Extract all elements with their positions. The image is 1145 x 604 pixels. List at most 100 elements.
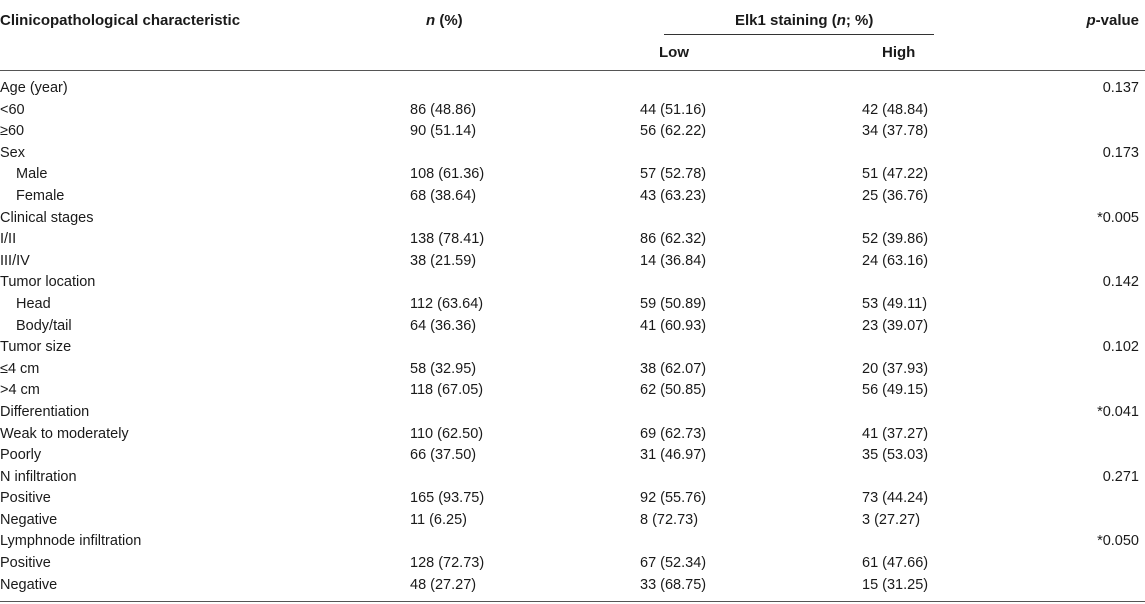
header-p-italic: p [1086,12,1096,29]
row-label: Negative [0,576,58,593]
header-elk-pre: Elk1 staining ( [735,12,837,29]
row-label: III/IV [0,252,30,269]
cell-n-percent: 90 (51.14) [410,123,477,140]
cell-n-percent: 58 (32.95) [410,360,477,377]
cell-p-value: *0.050 [1097,533,1139,550]
row-label: Body/tail [16,317,72,334]
header-p-suffix: -value [1095,12,1139,29]
cell-high: 24 (63.16) [862,252,929,269]
table-row: ≤4 cm 58 (32.95) 38 (62.07) 20 (37.93) [0,359,1145,381]
cell-low: 62 (50.85) [640,382,707,399]
cell-low: 43 (63.23) [640,187,707,204]
row-label: Tumor size [0,339,72,356]
cell-n-percent: 128 (72.73) [410,555,485,572]
cell-high: 35 (53.03) [862,447,929,464]
row-label: <60 [0,101,25,118]
table-row: Negative 11 (6.25) 8 (72.73) 3 (27.27) [0,510,1145,532]
table-row: Weak to moderately 110 (62.50) 69 (62.73) 4… [0,424,1145,446]
table-row: Male 108 (61.36) 57 (52.78) 51 (47.22) [0,164,1145,186]
cell-high: 34 (37.78) [862,123,929,140]
table-row: I/II 138 (78.41) 86 (62.32) 52 (39.86) [0,229,1145,251]
cell-n-percent: 68 (38.64) [410,187,477,204]
row-label: Positive [0,490,51,507]
cell-high: 51 (47.22) [862,166,929,183]
cell-n-percent: 48 (27.27) [410,576,477,593]
row-label: ≤4 cm [0,360,40,377]
cell-low: 67 (52.34) [640,555,707,572]
cell-n-percent: 64 (36.36) [410,317,477,334]
cell-low: 56 (62.22) [640,123,707,140]
cell-high: 20 (37.93) [862,360,929,377]
cell-low: 31 (46.97) [640,447,707,464]
row-label: Tumor location [0,274,96,291]
table-row: Differentiation *0.041 [0,402,1145,424]
cell-low: 69 (62.73) [640,425,707,442]
cell-p-value: *0.005 [1097,209,1139,226]
header-elk-post: ; %) [845,12,874,29]
cell-n-percent: 118 (67.05) [410,382,484,399]
cell-low: 44 (51.16) [640,101,707,118]
cell-p-value: *0.041 [1097,403,1139,420]
table-row: Positive 165 (93.75) 92 (55.76) 73 (44.24) [0,488,1145,510]
table-row: III/IV 38 (21.59) 14 (36.84) 24 (63.16) [0,251,1145,273]
cell-low: 8 (72.73) [640,511,699,528]
table-row: ≥60 90 (51.14) 56 (62.22) 34 (37.78) [0,121,1145,143]
table-row: N infiltration 0.271 [0,467,1145,489]
cell-n-percent: 112 (63.64) [410,295,484,312]
cell-p-value: 0.271 [1102,468,1139,485]
cell-high: 3 (27.27) [862,511,921,528]
cell-low: 38 (62.07) [640,360,707,377]
cell-p-value: 0.137 [1102,80,1139,96]
header-high: High [882,44,916,61]
header-pct: (%) [439,12,463,29]
cell-high: 41 (37.27) [862,425,929,442]
table-row: Sex 0.173 [0,143,1145,165]
header-low: Low [659,44,689,61]
bottom-rule [0,601,1145,602]
cell-high: 61 (47.66) [862,555,929,572]
cell-n-percent: 108 (61.36) [410,166,485,183]
table-body: Age (year) 0.137 <60 86 (48.86) 44 (51.16) 42… [0,78,1145,596]
table-row: <60 86 (48.86) 44 (51.16) 42 (48.84) [0,100,1145,122]
cell-p-value: 0.102 [1102,339,1139,356]
table-row: Tumor location 0.142 [0,272,1145,294]
table-header: Clinicopathological characteristic n (%)… [0,0,1145,71]
table-row: >4 cm 118 (67.05) 62 (50.85) 56 (49.15) [0,380,1145,402]
table-row: Positive 128 (72.73) 67 (52.34) 61 (47.66) [0,553,1145,575]
elk1-spanner-rule [664,34,934,35]
cell-high: 42 (48.84) [862,101,929,118]
cell-n-percent: 38 (21.59) [410,252,477,269]
cell-high: 73 (44.24) [862,490,929,507]
row-label: N infiltration [0,468,77,485]
table-row: Lymphnode infiltration *0.050 [0,531,1145,553]
cell-high: 15 (31.25) [862,576,929,593]
row-label: Poorly [0,447,42,464]
cell-n-percent: 110 (62.50) [410,425,484,442]
cell-high: 23 (39.07) [862,317,929,334]
row-label: Lymphnode infiltration [0,533,142,550]
cell-n-percent: 66 (37.50) [410,447,477,464]
table-row: Negative 48 (27.27) 33 (68.75) 15 (31.25) [0,575,1145,597]
cell-low: 57 (52.78) [640,166,707,183]
cell-low: 59 (50.89) [640,295,707,312]
table-row: Age (year) 0.137 [0,78,1145,100]
header-elk-n: n [836,12,846,29]
cell-n-percent: 86 (48.86) [410,101,477,118]
header-n-italic: n [426,12,436,29]
cell-low: 92 (55.76) [640,490,707,507]
row-label: Head [16,295,51,312]
cell-p-value: 0.173 [1102,144,1139,161]
cell-high: 53 (49.11) [862,295,928,312]
row-label: >4 cm [0,382,40,399]
row-label: Age (year) [0,80,68,96]
row-label: ≥60 [0,123,25,140]
table-row: Poorly 66 (37.50) 31 (46.97) 35 (53.03) [0,445,1145,467]
row-label: Differentiation [0,403,90,420]
cell-low: 41 (60.93) [640,317,707,334]
row-label: I/II [0,231,17,248]
header-p-value: p-value [1086,12,1139,29]
cell-low: 33 (68.75) [640,576,707,593]
cell-high: 56 (49.15) [862,382,929,399]
table-row: Body/tail 64 (36.36) 41 (60.93) 23 (39.07) [0,316,1145,338]
cell-n-percent: 138 (78.41) [410,231,485,248]
